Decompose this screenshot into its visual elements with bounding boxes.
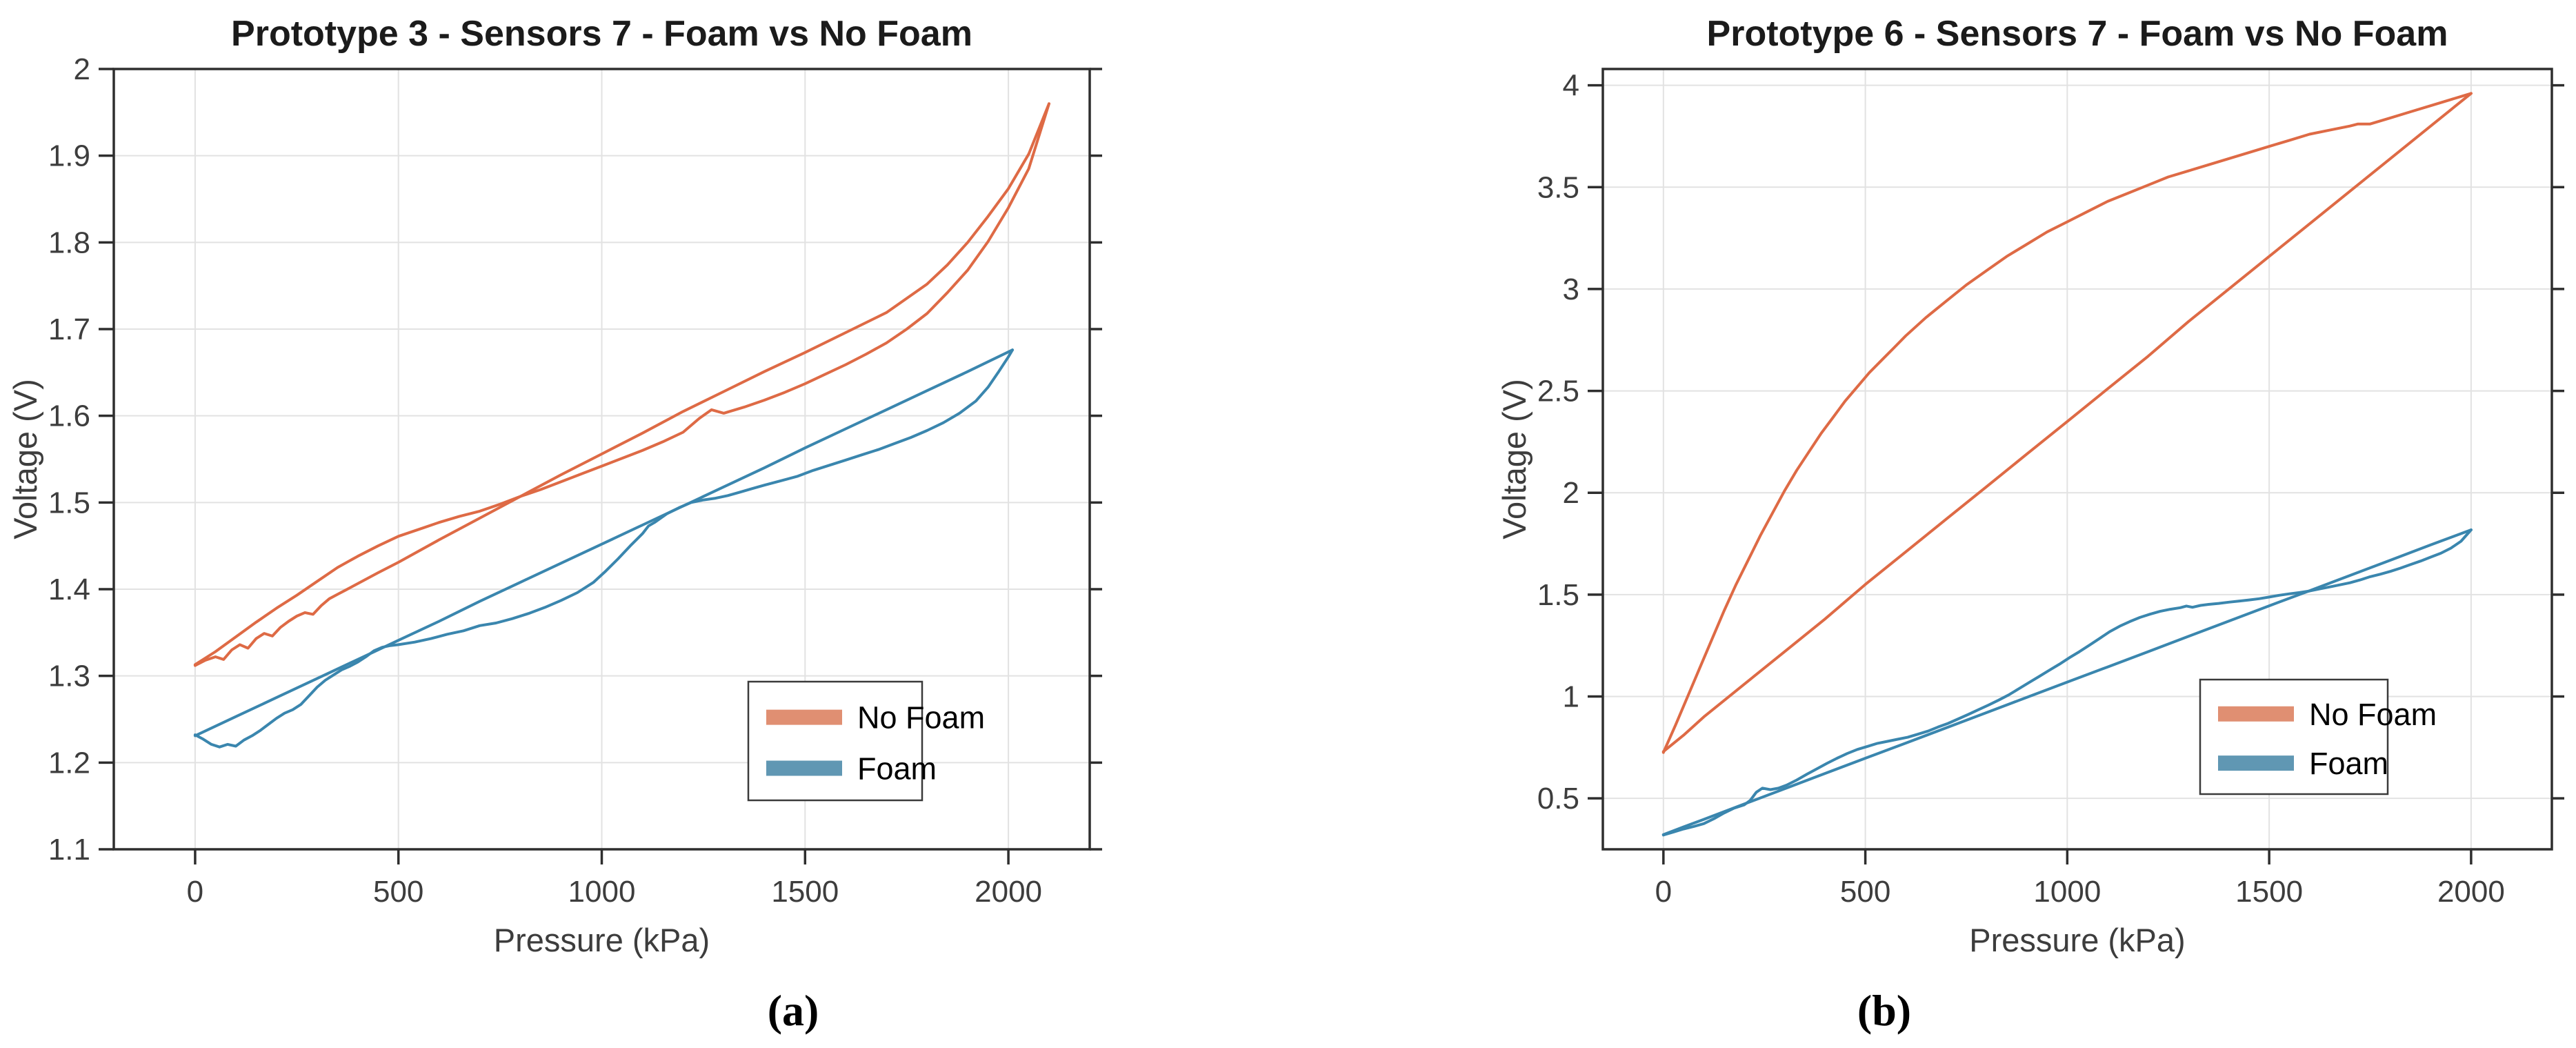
- series-foam-loading: [193, 348, 1014, 749]
- y-tick-label: 2.5: [1537, 375, 1579, 408]
- y-tick-label: 1.3: [48, 660, 90, 693]
- y-tick-label: 1.8: [48, 226, 90, 259]
- y-tick-label: 1.1: [48, 833, 90, 867]
- subfigure-caption-b: (b): [1857, 986, 1912, 1035]
- y-axis-label: Voltage (V): [1496, 379, 1532, 540]
- axis-box: [1601, 68, 2553, 851]
- series-foam-unloading: [193, 348, 1014, 738]
- series-foam-unloading: [1661, 528, 2473, 836]
- x-tick-label: 500: [373, 875, 423, 909]
- x-tick-label: 2000: [975, 875, 1042, 909]
- series-no-foam-unloading: [193, 102, 1050, 666]
- y-tick-label: 1.5: [48, 486, 90, 520]
- x-tick-label: 2000: [2437, 875, 2505, 909]
- x-tick-label: 1000: [2033, 875, 2101, 909]
- legend-label: Foam: [857, 751, 937, 787]
- x-tick-label: 500: [1840, 875, 1890, 909]
- y-tick-label: 1: [1563, 680, 1579, 714]
- legend-box: [747, 680, 923, 802]
- y-tick-label: 1.4: [48, 573, 90, 606]
- legend-box: [2199, 678, 2389, 795]
- plot-area: [1603, 69, 2552, 849]
- x-tick-label: 0: [187, 875, 203, 909]
- legend-label: No Foam: [857, 700, 985, 735]
- y-axis-label: Voltage (V): [7, 379, 43, 540]
- chart-title: Prototype 3 - Sensors 7 - Foam vs No Foa…: [231, 14, 972, 54]
- y-tick-label: 1.9: [48, 139, 90, 173]
- series-no-foam-loading: [193, 102, 1050, 667]
- legend-label: Foam: [2309, 746, 2388, 781]
- y-tick-label: 4: [1563, 69, 1579, 103]
- chart-panel-a: 0 500 1000 1500 2000 1.1 1.2 1.3 1.4 1.5 1.6 1.7 1.8…: [7, 14, 1102, 958]
- series-foam-loading: [1661, 528, 2473, 837]
- y-tick-label: 2: [74, 52, 90, 86]
- x-axis-label: Pressure (kPa): [1969, 922, 2185, 958]
- legend-label: No Foam: [2309, 697, 2437, 732]
- x-tick-label: 1000: [568, 875, 636, 909]
- x-tick-label: 1500: [2235, 875, 2303, 909]
- subfigure-caption-a: (a): [767, 986, 819, 1035]
- y-tick-label: 1.7: [48, 313, 90, 346]
- y-tick-label: 0.5: [1537, 782, 1579, 815]
- y-tick-label: 1.6: [48, 399, 90, 433]
- x-axis-label: Pressure (kPa): [494, 922, 710, 958]
- chart-panel-b: 0 500 1000 1500 2000 0.5 1 1.5 2 2.5 3 3.5 4 Prototyp…: [1496, 14, 2564, 958]
- chart-title: Prototype 6 - Sensors 7 - Foam vs No Foa…: [1707, 14, 2448, 54]
- y-tick-label: 3: [1563, 273, 1579, 306]
- y-tick-label: 2: [1563, 476, 1579, 510]
- x-tick-label: 1500: [771, 875, 839, 909]
- x-tick-label: 0: [1655, 875, 1672, 909]
- y-tick-label: 3.5: [1537, 170, 1579, 204]
- y-tick-label: 1.5: [1537, 578, 1579, 612]
- series-no-foam-loading: [1661, 92, 2473, 754]
- y-tick-label: 1.2: [48, 746, 90, 780]
- series-no-foam-unloading: [1661, 92, 2473, 753]
